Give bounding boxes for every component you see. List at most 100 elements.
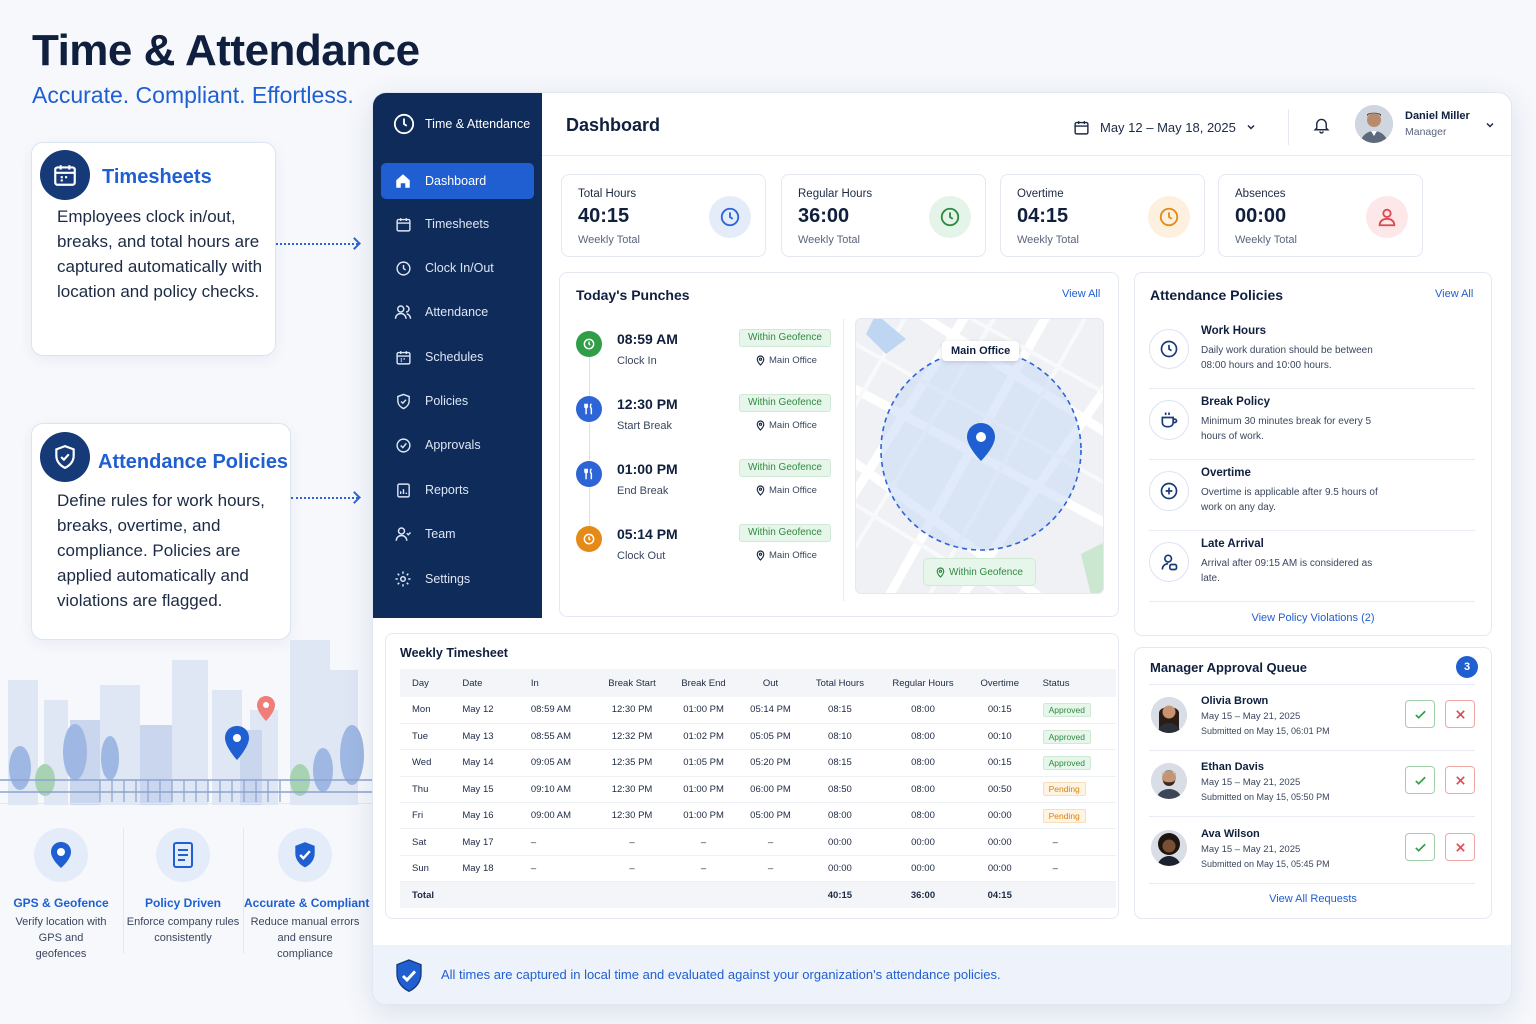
illustration-divider (0, 803, 372, 804)
status-cell: – (1030, 828, 1116, 856)
column-header[interactable]: Out (738, 669, 803, 697)
column-header[interactable]: Date (450, 669, 513, 697)
approval-range: May 15 – May 21, 2025 (1201, 844, 1301, 855)
punch-item[interactable]: 08:59 AM Clock In Within Geofence Main O… (576, 329, 846, 385)
brand-name: Time & Attendance (425, 117, 531, 131)
chevron-down-icon (1247, 124, 1255, 130)
policy-title: Break Policy (1201, 396, 1271, 408)
view-all-requests-link[interactable]: View All Requests (1269, 893, 1357, 905)
reject-button[interactable] (1445, 700, 1475, 728)
column-header[interactable]: In (512, 669, 596, 697)
nav-clock-in-out[interactable]: Clock In/Out (381, 250, 534, 286)
check-circle-icon (393, 435, 413, 455)
nav-schedules[interactable]: Schedules (381, 339, 534, 375)
punch-item[interactable]: 12:30 PM Start Break Within Geofence Mai… (576, 394, 846, 450)
brand[interactable]: Time & Attendance (393, 113, 530, 135)
table-cell: Wed (400, 749, 451, 777)
view-policy-violations-link[interactable]: View Policy Violations (2) (1251, 612, 1375, 624)
nav-attendance[interactable]: Attendance (381, 294, 534, 330)
nav-timesheets[interactable]: Timesheets (381, 206, 534, 242)
nav-approvals[interactable]: Approvals (381, 427, 534, 463)
table-row[interactable]: Fri May 16 09:00 AM 12:30 PM 01:00 PM 05:00 P… (400, 802, 1116, 830)
column-header[interactable]: Overtime (968, 669, 1031, 697)
table-row[interactable]: Wed May 14 09:05 AM 12:35 PM 01:05 PM 05:20 P… (400, 749, 1116, 777)
arrow-head-icon (348, 237, 361, 250)
reject-button[interactable] (1445, 833, 1475, 861)
approver-name: Ethan Davis (1201, 761, 1264, 773)
approval-item: Ava Wilson May 15 – May 21, 2025 Submitt… (1149, 818, 1475, 884)
table-cell: 06:00 PM (738, 776, 803, 804)
approver-name: Olivia Brown (1201, 695, 1269, 707)
table-row[interactable]: Tue May 13 08:55 AM 12:32 PM 01:02 PM 05:05 P… (400, 723, 1116, 751)
document-icon (156, 828, 210, 882)
nav-team[interactable]: Team (381, 516, 534, 552)
policies-card-title: Attendance Policies (98, 451, 289, 473)
nav-settings[interactable]: Settings (381, 561, 534, 597)
home-icon (393, 171, 413, 191)
shield-check-icon (278, 828, 332, 882)
column-header[interactable]: Day (400, 669, 451, 697)
feature-desc: Verify location with GPS and geofences (15, 916, 107, 960)
policy-item[interactable]: Work Hours Daily work duration should be… (1149, 319, 1475, 389)
approve-button[interactable] (1405, 833, 1435, 861)
punch-item[interactable]: 05:14 PM Clock Out Within Geofence Main … (576, 524, 846, 580)
table-row[interactable]: Thu May 15 09:10 AM 12:30 PM 01:00 PM 06:00 P… (400, 776, 1116, 804)
kpi-value: 04:15 (1017, 205, 1069, 227)
clock-icon (929, 196, 971, 238)
table-row[interactable]: Sun May 18– – – –00:00 00:00 00:00– (400, 855, 1116, 883)
approve-button[interactable] (1405, 766, 1435, 794)
reject-button[interactable] (1445, 766, 1475, 794)
location-pin-icon (936, 566, 945, 578)
panel-title: Weekly Timesheet (400, 646, 508, 660)
kpi-value: 40:15 (578, 205, 630, 227)
view-all-punches-link[interactable]: View All (1062, 288, 1101, 300)
connector-arrow (291, 497, 358, 499)
status-badge: Approved (1042, 755, 1091, 770)
approve-button[interactable] (1405, 700, 1435, 728)
close-icon (1455, 842, 1465, 852)
table-cell: 00:15 (968, 749, 1031, 777)
table-cell: 00:10 (968, 723, 1031, 751)
column-header[interactable]: Regular Hours (877, 669, 969, 697)
geofence-map[interactable]: Main Office Within Geofence (855, 318, 1104, 594)
policy-item[interactable]: Overtime Overtime is applicable after 9.… (1149, 461, 1475, 531)
geofence-badge: Within Geofence (739, 394, 831, 412)
avatar (1151, 830, 1187, 866)
column-header[interactable]: Break End (668, 669, 739, 697)
geofence-badge: Within Geofence (739, 524, 831, 542)
view-all-policies-link[interactable]: View All (1435, 288, 1474, 300)
footer-note-bar: All times are captured in local time and… (373, 945, 1511, 1004)
approval-queue-panel: Manager Approval Queue 3 Olivia Brown Ma… (1134, 647, 1492, 919)
bell-icon[interactable] (1312, 115, 1331, 140)
utensils-icon (576, 461, 602, 487)
column-header[interactable]: Status (1030, 669, 1116, 697)
punch-location: Main Office (756, 550, 817, 561)
table-row[interactable]: Sat May 17– – – –00:00 00:00 00:00– (400, 828, 1116, 856)
kpi-label: Regular Hours (798, 188, 873, 200)
nav-reports[interactable]: Reports (381, 472, 534, 508)
column-header[interactable]: Break Start (595, 669, 669, 697)
date-range-picker[interactable]: May 12 – May 18, 2025 (1073, 115, 1256, 139)
total-cell (512, 881, 596, 909)
policy-item[interactable]: Late Arrival Arrival after 09:15 AM is c… (1149, 532, 1475, 602)
nav-label: Reports (425, 483, 469, 497)
table-cell: 05:20 PM (738, 749, 803, 777)
column-header[interactable]: Total Hours (802, 669, 878, 697)
approval-range: May 15 – May 21, 2025 (1201, 711, 1301, 722)
approver-name: Ava Wilson (1201, 828, 1260, 840)
nav-policies[interactable]: Policies (381, 383, 534, 419)
user-menu[interactable]: Daniel Miller Manager (1355, 105, 1505, 145)
table-row[interactable]: Mon May 12 08:59 AM 12:30 PM 01:00 PM 05:14 P… (400, 697, 1116, 724)
punch-item[interactable]: 01:00 PM End Break Within Geofence Main … (576, 459, 846, 515)
table-cell: 05:14 PM (738, 697, 803, 724)
timesheets-card-title: Timesheets (102, 166, 212, 188)
users-icon (393, 302, 413, 322)
policy-item[interactable]: Break Policy Minimum 30 minutes break fo… (1149, 390, 1475, 460)
shield-check-icon (393, 958, 425, 999)
nav-dashboard[interactable]: Dashboard (381, 163, 534, 199)
punch-time: 08:59 AM (617, 331, 678, 347)
punch-type: Start Break (617, 420, 673, 432)
todays-punches-panel: Today's Punches View All 08:59 AM Clock … (559, 272, 1119, 617)
table-cell: Sun (400, 855, 451, 883)
punch-location: Main Office (756, 355, 817, 366)
